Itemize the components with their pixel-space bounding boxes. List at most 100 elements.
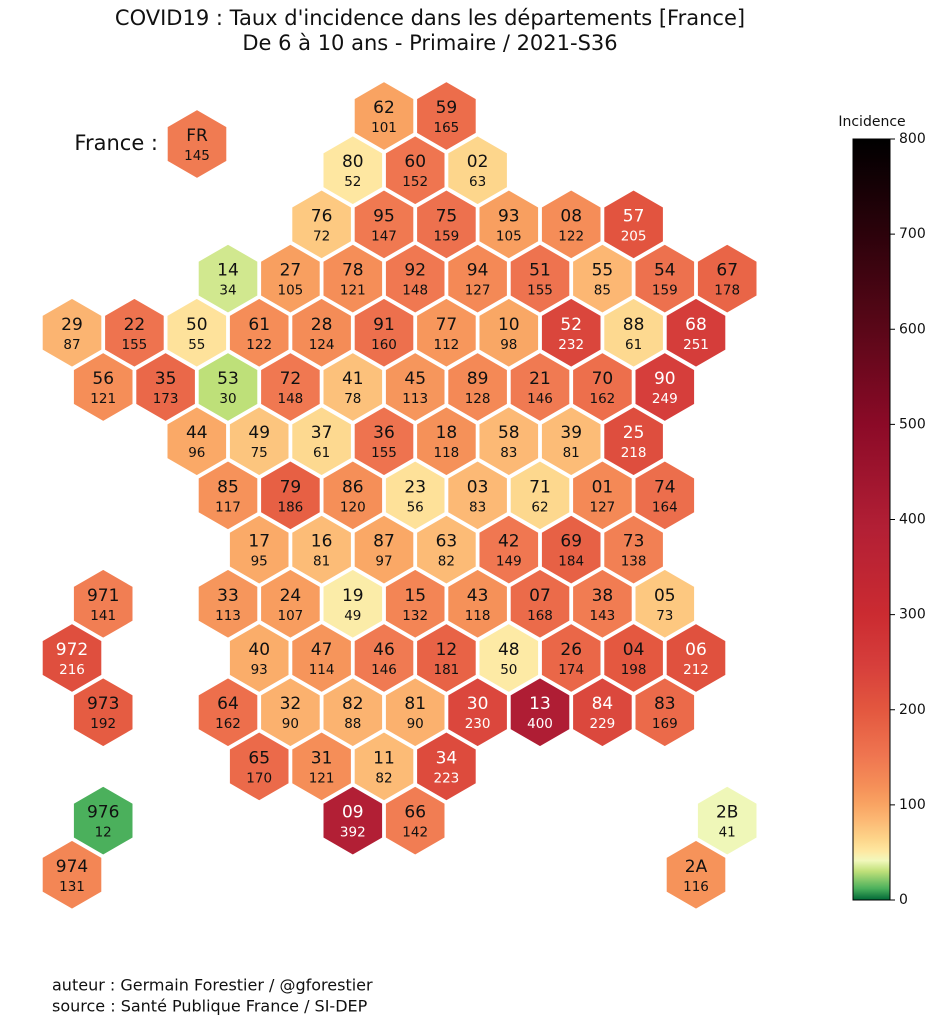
hex-value: 63 — [469, 174, 486, 190]
hex-value: 192 — [90, 716, 116, 732]
hex-code: 36 — [373, 423, 395, 443]
hex — [508, 350, 572, 424]
hex-value: 117 — [215, 499, 241, 515]
hex-value: 143 — [590, 608, 616, 624]
hex-code: 81 — [404, 694, 426, 714]
hex-code: 41 — [342, 369, 364, 389]
hex-code: 80 — [342, 152, 364, 172]
hex-value: 90 — [407, 716, 424, 732]
hex — [383, 459, 447, 532]
hex-value: 145 — [184, 148, 210, 164]
hex — [165, 107, 229, 181]
hex — [352, 621, 416, 695]
hex-code: 16 — [311, 532, 333, 552]
hex-value: 162 — [590, 391, 616, 407]
hex-value: 50 — [500, 662, 517, 678]
hex — [352, 188, 416, 261]
hex-code: 03 — [467, 477, 489, 497]
hex — [602, 188, 665, 261]
hex-code: 13 — [529, 694, 551, 714]
hex — [508, 676, 572, 749]
hex-code: 85 — [217, 477, 239, 497]
hex-code: FR — [186, 126, 208, 146]
hex-code: 04 — [623, 640, 645, 660]
hex-code: 73 — [623, 532, 645, 552]
colorbar-tick-label: 400 — [899, 512, 926, 528]
hex — [290, 405, 353, 478]
hex — [508, 242, 572, 315]
hex-code: 18 — [436, 423, 458, 443]
hex-value: 186 — [278, 499, 304, 515]
hex — [227, 513, 291, 586]
hex — [695, 242, 759, 315]
hex-code: 67 — [716, 261, 738, 281]
hex — [321, 784, 385, 857]
hex-value: 95 — [251, 554, 268, 570]
hex-value: 81 — [563, 445, 580, 461]
hex-code: 976 — [87, 803, 119, 823]
hex-value: 82 — [438, 554, 455, 570]
hex — [508, 459, 572, 532]
hex-code: 63 — [436, 532, 458, 552]
hex-code: 14 — [217, 261, 239, 281]
hex — [290, 188, 353, 261]
hex-value: 72 — [313, 228, 330, 244]
hex — [539, 405, 603, 478]
hex-value: 93 — [251, 662, 268, 678]
hex — [352, 405, 416, 478]
hex-value: 400 — [527, 716, 553, 732]
hex-value: 75 — [251, 445, 268, 461]
hex-code: 34 — [436, 748, 458, 768]
hex — [290, 621, 353, 695]
hex-code: 01 — [592, 477, 614, 497]
hex-value: 121 — [90, 391, 116, 407]
hex — [415, 405, 478, 478]
hex-value: 52 — [344, 174, 361, 190]
hex-code: 52 — [560, 315, 582, 335]
hex-value: 168 — [527, 608, 553, 624]
hex — [571, 676, 634, 749]
hex — [196, 676, 260, 749]
hex-code: 47 — [311, 640, 333, 660]
hex — [633, 567, 697, 640]
hex-value: 159 — [652, 283, 678, 299]
hex-code: 45 — [404, 369, 426, 389]
hex — [415, 296, 478, 369]
hex — [40, 838, 104, 911]
hex-code: 93 — [498, 206, 520, 226]
hex-value: 169 — [652, 716, 678, 732]
hex-value: 116 — [683, 879, 709, 895]
hex — [539, 296, 603, 369]
hex-code: 2B — [716, 803, 738, 823]
hex — [383, 242, 447, 315]
hex — [321, 676, 385, 749]
hex-code: 48 — [498, 640, 520, 660]
hex — [571, 350, 634, 424]
hex — [664, 838, 728, 911]
hex-code: 25 — [623, 423, 645, 443]
hex-value: 120 — [340, 499, 366, 515]
hex-code: 23 — [404, 477, 426, 497]
hex — [103, 296, 166, 369]
hex-value: 142 — [402, 825, 428, 841]
hex — [415, 79, 478, 153]
hex-code: 77 — [436, 315, 458, 335]
hex — [602, 621, 665, 695]
hex-code: 05 — [654, 586, 676, 606]
footer-author: auteur : Germain Forestier / @gforestier — [52, 976, 373, 995]
hex — [633, 350, 697, 424]
hex — [446, 459, 509, 532]
hex — [40, 621, 104, 695]
hex — [633, 676, 697, 749]
hex — [352, 296, 416, 369]
hex-code: 71 — [529, 477, 551, 497]
hex-code: 51 — [529, 261, 551, 281]
hex-code: 24 — [280, 586, 302, 606]
france-label: France : — [74, 131, 158, 155]
hex — [321, 134, 385, 207]
hex — [602, 296, 665, 369]
hex-code: 82 — [342, 694, 364, 714]
colorbar-tick-label: 500 — [899, 416, 926, 432]
hex-value: 146 — [371, 662, 397, 678]
hex — [71, 567, 135, 640]
